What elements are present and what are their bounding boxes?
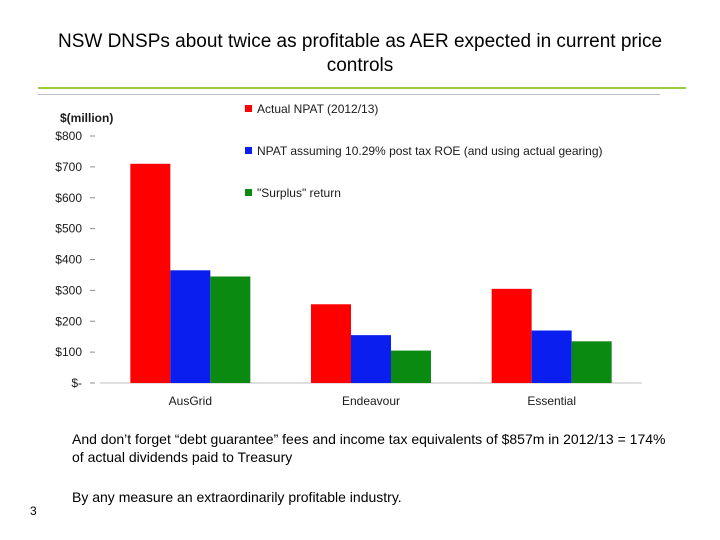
bar-chart: $(million) $800 $700 $600 $500 $400 $300 $200 $1…	[38, 100, 660, 412]
legend-entry: NPAT assuming 10.29% post tax ROE (and u…	[257, 144, 603, 158]
bar-endeavour-series-2	[351, 335, 391, 383]
note-debt-guarantee: And don’t forget “debt guarantee” fees a…	[72, 431, 666, 465]
title-divider	[38, 87, 686, 89]
bar-endeavour-series-1	[311, 304, 351, 383]
legend-swatch	[245, 147, 252, 154]
bar-endeavour-series-3	[391, 350, 431, 383]
y-tick-label: $700	[55, 160, 82, 174]
legend-swatch	[245, 105, 252, 112]
legend-swatch	[245, 189, 252, 196]
x-category-label: Essential	[527, 394, 576, 408]
bar-ausgrid-series-2	[170, 270, 211, 383]
y-tick-label: $300	[55, 283, 82, 297]
y-tick-label: $600	[55, 191, 82, 205]
y-tick-label: $-	[71, 376, 82, 390]
slide-number: 3	[30, 504, 37, 518]
note-profitable: By any measure an extraordinarily profit…	[72, 489, 402, 505]
bar-essential-series-3	[571, 341, 612, 383]
y-tick-label: $200	[55, 314, 82, 328]
y-tick-label: $100	[55, 345, 82, 359]
bar-ausgrid-series-3	[210, 276, 251, 383]
slide-title: NSW DNSPs about twice as profitable as A…	[57, 31, 663, 76]
bar-essential-series-1	[491, 288, 532, 383]
x-category-label: Endeavour	[342, 394, 400, 408]
y-tick-label: $800	[55, 129, 82, 143]
legend-entry: Actual NPAT (2012/13)	[257, 102, 378, 116]
y-tick-label: $400	[55, 253, 82, 267]
chart-svg: $(million) $800 $700 $600 $500 $400 $300 $200 $1…	[55, 102, 642, 408]
legend-entry: "Surplus" return	[257, 186, 341, 200]
chart-top-border	[38, 94, 660, 95]
y-tick-label: $500	[55, 222, 82, 236]
bar-ausgrid-series-1	[130, 163, 171, 383]
y-axis-label: $(million)	[60, 111, 113, 125]
x-category-label: AusGrid	[169, 394, 212, 408]
bar-essential-series-2	[531, 330, 572, 383]
